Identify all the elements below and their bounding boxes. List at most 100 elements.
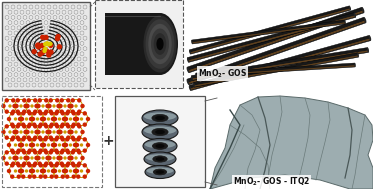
Ellipse shape xyxy=(367,47,369,53)
Circle shape xyxy=(50,123,53,126)
Circle shape xyxy=(48,156,51,160)
Circle shape xyxy=(68,105,71,108)
Circle shape xyxy=(27,151,30,154)
Ellipse shape xyxy=(369,35,371,41)
Circle shape xyxy=(22,112,25,115)
Circle shape xyxy=(67,151,70,154)
Circle shape xyxy=(37,170,38,172)
Circle shape xyxy=(2,105,5,108)
Circle shape xyxy=(72,164,75,167)
Circle shape xyxy=(46,156,49,160)
Polygon shape xyxy=(194,53,358,87)
Circle shape xyxy=(36,44,40,48)
Circle shape xyxy=(36,43,40,47)
Polygon shape xyxy=(190,39,370,89)
Circle shape xyxy=(60,99,63,102)
Circle shape xyxy=(83,138,86,141)
Circle shape xyxy=(48,105,51,108)
Circle shape xyxy=(75,157,77,159)
Circle shape xyxy=(63,143,66,146)
Circle shape xyxy=(71,99,74,102)
Circle shape xyxy=(25,144,28,146)
Polygon shape xyxy=(194,56,358,87)
Circle shape xyxy=(16,110,19,113)
Circle shape xyxy=(56,151,59,154)
Circle shape xyxy=(24,130,27,133)
Circle shape xyxy=(51,170,54,173)
Circle shape xyxy=(55,123,58,126)
Circle shape xyxy=(42,105,44,107)
Circle shape xyxy=(34,162,37,165)
Circle shape xyxy=(44,164,47,167)
Polygon shape xyxy=(188,21,366,84)
Circle shape xyxy=(55,138,58,141)
Circle shape xyxy=(23,151,26,154)
Ellipse shape xyxy=(189,50,191,54)
Circle shape xyxy=(28,112,31,115)
Circle shape xyxy=(5,125,8,128)
Ellipse shape xyxy=(349,6,351,10)
Circle shape xyxy=(59,156,62,160)
Circle shape xyxy=(44,43,47,46)
Circle shape xyxy=(59,144,60,146)
Circle shape xyxy=(12,151,15,154)
Ellipse shape xyxy=(195,73,197,77)
Circle shape xyxy=(33,112,36,115)
Circle shape xyxy=(12,110,15,113)
Circle shape xyxy=(31,131,33,133)
Circle shape xyxy=(61,112,64,115)
Circle shape xyxy=(87,143,90,146)
Ellipse shape xyxy=(154,33,166,55)
Circle shape xyxy=(50,138,53,141)
Circle shape xyxy=(49,162,52,165)
Circle shape xyxy=(56,110,59,113)
Circle shape xyxy=(16,136,19,139)
Circle shape xyxy=(77,112,80,115)
Circle shape xyxy=(16,99,19,102)
Circle shape xyxy=(19,118,22,121)
Ellipse shape xyxy=(145,141,175,148)
Circle shape xyxy=(37,156,40,160)
Circle shape xyxy=(29,170,32,173)
Circle shape xyxy=(9,131,11,133)
Circle shape xyxy=(33,164,36,167)
Circle shape xyxy=(47,144,50,146)
Circle shape xyxy=(57,130,60,133)
Circle shape xyxy=(64,131,66,133)
Circle shape xyxy=(5,151,8,154)
Circle shape xyxy=(50,112,53,115)
Polygon shape xyxy=(188,21,366,83)
Polygon shape xyxy=(189,35,371,91)
Circle shape xyxy=(17,149,20,152)
Polygon shape xyxy=(192,22,345,43)
Circle shape xyxy=(59,118,60,120)
Circle shape xyxy=(22,164,25,167)
Circle shape xyxy=(26,105,29,108)
Circle shape xyxy=(57,156,60,160)
Circle shape xyxy=(45,162,48,165)
Circle shape xyxy=(38,125,41,128)
Circle shape xyxy=(44,138,47,141)
Circle shape xyxy=(27,99,30,102)
Circle shape xyxy=(23,110,26,113)
Polygon shape xyxy=(187,17,366,85)
Circle shape xyxy=(69,118,72,120)
Circle shape xyxy=(77,175,80,178)
Circle shape xyxy=(60,136,63,139)
Circle shape xyxy=(7,170,10,173)
Circle shape xyxy=(32,50,36,54)
Circle shape xyxy=(68,130,71,133)
Circle shape xyxy=(12,99,15,102)
Polygon shape xyxy=(190,9,350,53)
Polygon shape xyxy=(188,11,364,72)
Circle shape xyxy=(33,138,36,141)
Ellipse shape xyxy=(142,13,178,75)
Ellipse shape xyxy=(147,167,173,174)
Circle shape xyxy=(15,118,16,120)
Ellipse shape xyxy=(187,58,189,62)
Circle shape xyxy=(34,125,37,128)
Polygon shape xyxy=(192,51,368,80)
Polygon shape xyxy=(190,39,370,90)
Circle shape xyxy=(27,162,30,165)
Circle shape xyxy=(31,170,34,173)
